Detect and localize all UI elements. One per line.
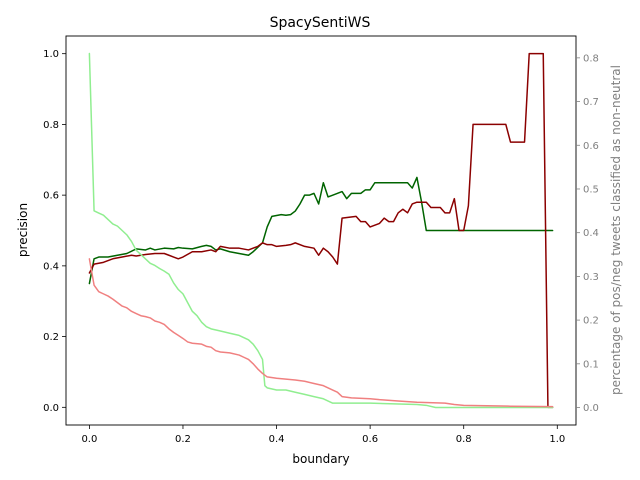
y-tick-label: 0.0 [43, 403, 59, 414]
plot-frame [65, 35, 577, 426]
y-tick-label: 0.4 [43, 261, 59, 272]
y-right-tick-label: 0.8 [583, 53, 599, 64]
x-axis-ticks: 0.0 0.2 0.4 0.6 0.8 1.0 [81, 425, 565, 445]
x-tick-label: 1.0 [549, 434, 565, 445]
series-line-2 [88, 52, 554, 409]
y-right-tick-label: 0.5 [583, 184, 599, 195]
x-axis-label: boundary [292, 452, 349, 466]
series-line-3 [88, 52, 554, 409]
x-tick-label: 0.4 [269, 434, 285, 445]
x-tick-label: 0.8 [456, 434, 472, 445]
y-right-axis-ticks: 0.0 0.1 0.2 0.3 0.4 0.5 0.6 0.7 0.8 [576, 53, 599, 414]
y-tick-label: 1.0 [43, 49, 59, 60]
series-line-4 [88, 258, 554, 408]
y-right-tick-label: 0.4 [583, 228, 599, 239]
x-tick-label: 0.6 [362, 434, 378, 445]
y-right-tick-label: 0.7 [583, 97, 599, 108]
y-right-tick-label: 0.1 [583, 359, 599, 370]
x-tick-label: 0.2 [175, 434, 191, 445]
y-tick-label: 0.2 [43, 332, 59, 343]
y-right-tick-label: 0.3 [583, 272, 599, 283]
y-right-tick-label: 0.2 [583, 316, 599, 327]
y-right-tick-label: 0.6 [583, 141, 599, 152]
y-right-axis-label: percentage of pos/neg tweets classified … [609, 65, 623, 395]
y-right-tick-label: 0.0 [583, 403, 599, 414]
y-axis-ticks: 0.0 0.2 0.4 0.6 0.8 1.0 [43, 49, 66, 414]
chart-title: SpacySentiWS [270, 15, 371, 31]
y-tick-label: 0.6 [43, 191, 59, 202]
y-axis-label: precision [16, 203, 30, 257]
y-tick-label: 0.8 [43, 120, 59, 131]
series-layer [88, 52, 554, 409]
series-line-1 [88, 176, 554, 285]
x-tick-label: 0.0 [81, 434, 97, 445]
